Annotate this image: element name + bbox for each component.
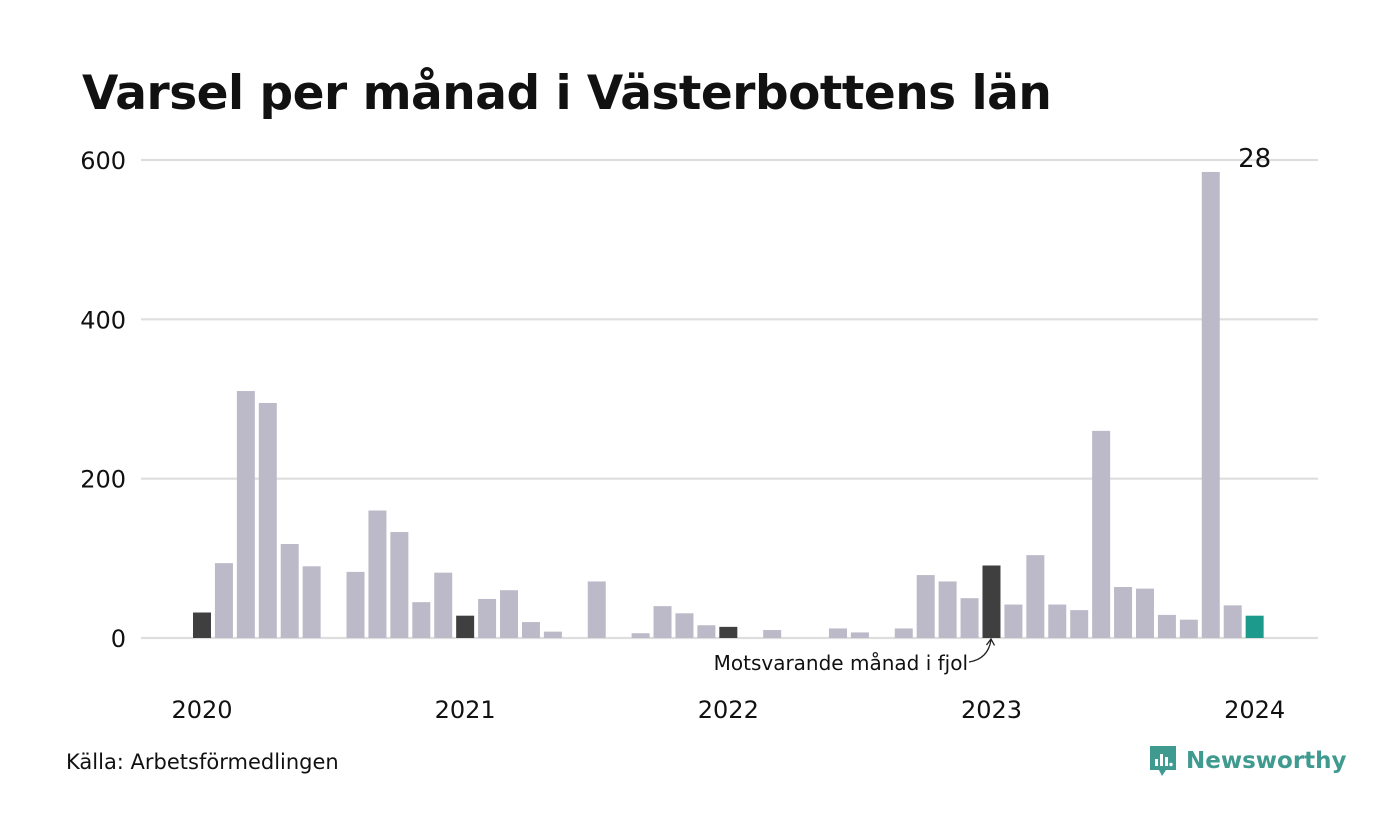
bar-2020-03 <box>236 391 255 638</box>
bar-2020-10 <box>390 532 409 638</box>
bar-2020-08 <box>346 571 365 638</box>
bar-2023-05 <box>1070 610 1089 638</box>
bar-2021-02 <box>478 598 497 638</box>
y-axis-ticks: 0 200 400 600 <box>80 147 126 653</box>
bar-2022-11 <box>938 581 957 638</box>
bar-2022-07 <box>850 632 869 638</box>
y-tick-label: 600 <box>80 147 126 175</box>
bar-2020-11 <box>412 602 431 638</box>
x-tick-label: 2024 <box>1224 696 1285 724</box>
last-value-label: 28 <box>1238 144 1271 174</box>
bar-2020-09 <box>368 510 387 638</box>
bar-2023-12 <box>1223 605 1242 638</box>
y-tick-label: 200 <box>80 466 126 494</box>
bar-2020-01 <box>193 612 211 638</box>
bar-2023-01 <box>982 565 1001 638</box>
bar-2023-06 <box>1092 430 1111 638</box>
bar-2020-06 <box>302 566 321 638</box>
chart-title: Varsel per månad i Västerbottens län <box>82 66 1052 121</box>
bar-2023-08 <box>1135 588 1154 638</box>
x-axis-ticks: 2020 2021 2022 2023 2024 <box>171 696 1285 724</box>
bar-2022-03 <box>763 630 782 638</box>
bar-2021-12 <box>697 625 716 638</box>
bar-chart: 0 200 400 600 2020 2021 2022 2023 2024 Motsvara… <box>80 144 1318 724</box>
bar-2021-10 <box>653 606 672 638</box>
bar-2021-01 <box>456 615 475 638</box>
bar-2023-10 <box>1179 619 1198 638</box>
x-tick-label: 2020 <box>171 696 232 724</box>
bar-2023-02 <box>1004 604 1023 638</box>
bar-2021-09 <box>631 633 650 638</box>
bar-2022-10 <box>916 575 935 638</box>
bar-2022-01 <box>719 626 738 638</box>
annotation-label: Motsvarande månad i fjol <box>714 651 968 675</box>
x-tick-label: 2022 <box>698 696 759 724</box>
newsworthy-icon <box>1150 746 1176 776</box>
bar-2020-04 <box>258 402 277 638</box>
bar-2022-06 <box>828 628 847 638</box>
bar-2022-12 <box>960 598 979 638</box>
x-tick-label: 2023 <box>961 696 1022 724</box>
bar-2021-07 <box>587 581 606 638</box>
annotation-arrowhead <box>985 637 996 646</box>
bar-2024-01 <box>1245 615 1264 638</box>
brand-logo: Newsworthy <box>1148 744 1347 778</box>
bar-2020-12 <box>434 572 453 638</box>
source-note: Källa: Arbetsförmedlingen <box>66 750 339 774</box>
bar-2023-07 <box>1114 587 1133 638</box>
bar-2023-11 <box>1201 171 1220 638</box>
annotation: Motsvarande månad i fjol <box>714 637 996 675</box>
bar-2021-03 <box>500 590 519 638</box>
bars <box>193 171 1264 638</box>
bar-2020-05 <box>280 543 299 638</box>
x-tick-label: 2021 <box>435 696 496 724</box>
bar-2021-04 <box>521 622 540 638</box>
bar-2021-11 <box>675 613 694 638</box>
y-tick-label: 400 <box>80 306 126 334</box>
bar-2020-02 <box>214 563 233 638</box>
brand-name: Newsworthy <box>1186 748 1347 774</box>
bar-2022-09 <box>894 628 913 638</box>
annotation-arrow <box>968 639 992 663</box>
y-tick-label: 0 <box>111 625 126 653</box>
bar-2023-03 <box>1026 555 1045 638</box>
bar-2021-05 <box>543 631 562 638</box>
bar-2023-09 <box>1157 614 1176 638</box>
bar-2023-04 <box>1048 604 1067 638</box>
